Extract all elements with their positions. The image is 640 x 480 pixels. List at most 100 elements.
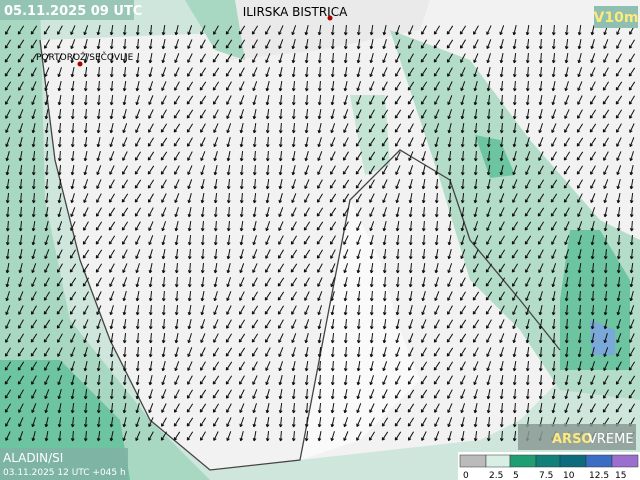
wind-arrow <box>499 39 504 50</box>
wind-arrow <box>304 94 309 106</box>
wind-arrow <box>629 319 635 329</box>
wind-arrow <box>629 248 634 260</box>
wind-arrow <box>564 67 569 78</box>
wind-arrow <box>122 66 127 78</box>
wind-arrow <box>290 249 298 259</box>
wind-arrow <box>17 347 25 357</box>
wind-arrow <box>5 234 10 246</box>
wind-arrow <box>499 430 504 442</box>
wind-arrow <box>473 263 479 273</box>
wind-arrow <box>317 277 323 287</box>
wind-arrow <box>590 318 595 330</box>
wind-arrow <box>512 430 517 442</box>
wind-arrow <box>30 305 37 315</box>
wind-arrow <box>434 431 440 442</box>
wind-arrow <box>303 263 311 273</box>
wind-arrow <box>369 417 375 427</box>
wind-arrow <box>4 389 12 399</box>
wind-arrow <box>408 220 413 232</box>
wind-arrow <box>238 305 245 315</box>
wind-arrow <box>473 53 479 64</box>
wind-arrow <box>615 81 623 91</box>
wind-arrow <box>408 25 414 35</box>
wind-arrow <box>472 333 479 343</box>
wind-arrow <box>498 291 506 301</box>
wind-arrow <box>616 319 621 330</box>
wind-arrow <box>459 333 467 343</box>
wind-arrow <box>602 389 609 399</box>
wind-arrow <box>187 151 193 161</box>
wind-arrow <box>356 95 362 106</box>
wind-arrow <box>213 206 218 218</box>
wind-arrow <box>96 416 101 428</box>
wind-arrow <box>460 122 465 134</box>
wind-arrow <box>525 277 531 287</box>
wind-arrow <box>291 39 296 50</box>
wind-arrow <box>252 81 258 92</box>
wind-arrow <box>369 290 374 302</box>
wind-arrow <box>330 332 335 344</box>
wind-arrow <box>603 248 608 260</box>
wind-arrow <box>369 193 375 203</box>
wind-arrow <box>278 235 284 245</box>
wind-arrow <box>382 304 387 316</box>
wind-arrow <box>564 249 569 260</box>
wind-arrow <box>499 305 505 315</box>
wind-arrow <box>239 81 245 91</box>
wind-arrow <box>17 25 25 35</box>
wind-arrow <box>447 417 453 428</box>
wind-arrow <box>616 53 622 63</box>
wind-arrow <box>382 81 388 91</box>
wind-arrow <box>590 347 595 358</box>
place-label: ILIRSKA BISTRICA <box>243 5 348 19</box>
wind-arrow <box>420 39 428 49</box>
wind-arrow <box>538 137 544 148</box>
wind-arrow <box>564 318 569 330</box>
wind-arrow <box>460 136 465 148</box>
wind-arrow <box>31 164 36 176</box>
wind-arrow <box>148 304 153 316</box>
wind-arrow <box>551 403 556 414</box>
wind-arrow <box>330 66 335 78</box>
wind-arrow <box>603 347 609 358</box>
wind-arrow <box>343 38 348 50</box>
wind-arrow <box>577 67 583 78</box>
wind-arrow <box>31 389 37 399</box>
wind-arrow <box>551 137 557 147</box>
wind-arrow <box>577 304 582 316</box>
wind-arrow <box>57 53 63 64</box>
wind-arrow <box>330 402 335 414</box>
wind-arrow <box>186 403 194 413</box>
wind-arrow <box>108 207 116 217</box>
wind-arrow <box>31 192 36 204</box>
wind-arrow <box>434 248 439 260</box>
wind-arrow <box>226 291 232 302</box>
wind-arrow <box>5 109 11 119</box>
wind-arrow <box>251 305 259 315</box>
wind-arrow <box>135 417 141 428</box>
wind-arrow <box>577 375 582 386</box>
wind-arrow <box>83 165 88 176</box>
wind-arrow <box>4 81 12 91</box>
wind-arrow <box>356 67 361 78</box>
wind-arrow <box>239 291 245 301</box>
wind-arrow <box>356 403 362 414</box>
wind-arrow <box>5 165 10 176</box>
wind-arrow <box>96 374 101 386</box>
wind-arrow <box>563 165 571 175</box>
wind-arrow <box>70 53 75 64</box>
wind-arrow <box>356 332 361 344</box>
wind-arrow <box>264 277 272 287</box>
wind-arrow <box>434 178 439 190</box>
wind-arrow <box>70 235 76 245</box>
wind-arrow <box>304 430 309 442</box>
wind-arrow <box>382 221 387 232</box>
wind-arrow <box>603 193 608 204</box>
wind-arrow <box>57 263 63 273</box>
wind-arrow <box>499 347 504 358</box>
wind-arrow <box>239 375 245 385</box>
wind-arrow <box>382 25 387 36</box>
wind-arrow <box>460 403 466 414</box>
wind-arrow <box>525 38 530 50</box>
wind-arrow <box>5 151 10 162</box>
